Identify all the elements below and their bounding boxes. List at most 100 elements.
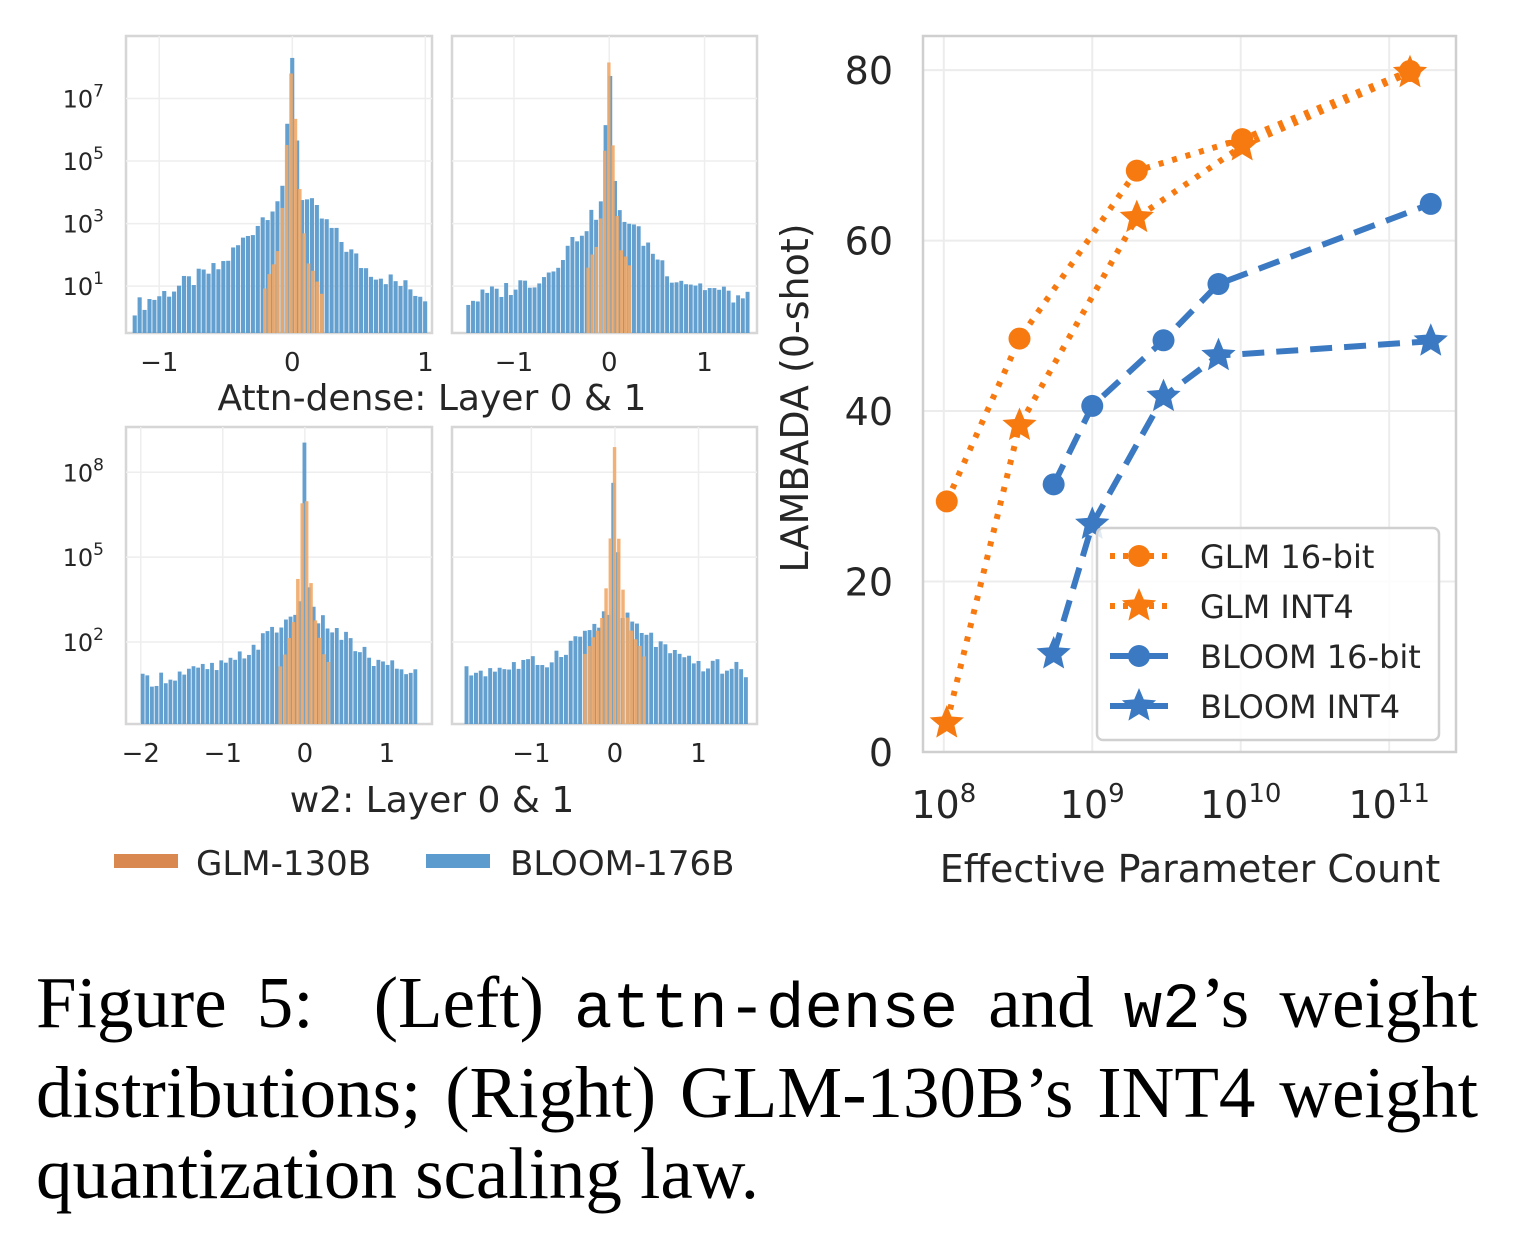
bar-bloom (359, 268, 364, 333)
bar-bloom (210, 662, 214, 724)
bar-glm (629, 630, 634, 724)
bar-bloom (297, 601, 302, 724)
bar-bloom (650, 253, 655, 333)
data-point-star (1392, 54, 1428, 88)
bar-bloom (398, 286, 403, 333)
bar-bloom (712, 288, 717, 333)
x-tick-label: −1 (512, 739, 550, 769)
bar-bloom (368, 276, 374, 333)
bar-bloom (696, 661, 701, 724)
y-tick-label: 107 (63, 82, 104, 114)
bar-bloom (413, 295, 418, 333)
bar-bloom (383, 284, 388, 333)
series-glm-int4 (929, 54, 1428, 738)
data-point-circle (1008, 327, 1031, 350)
bar-bloom (570, 236, 575, 333)
bar-bloom (159, 672, 164, 724)
bar-bloom (348, 638, 353, 724)
bar-glm (590, 254, 594, 333)
x-tick-label: −2 (122, 739, 160, 769)
bar-bloom (523, 280, 528, 333)
bar-bloom (314, 205, 319, 333)
bar-bloom (497, 667, 502, 724)
bar-bloom (644, 634, 649, 724)
bar-bloom (330, 632, 335, 724)
data-point-star (1225, 128, 1260, 161)
bar-bloom (606, 614, 611, 724)
bar-bloom (646, 242, 651, 333)
x-tick-label: 0 (607, 739, 624, 769)
bar-bloom (601, 611, 606, 724)
bar-bloom (186, 668, 191, 724)
bar-bloom (542, 277, 546, 333)
bar-bloom (532, 287, 537, 333)
y-tick-labels: 0 20 40 60 80 (845, 49, 893, 775)
y-tick-label: 108 (63, 455, 104, 487)
chart-legend: GLM 16-bit GLM INT4 BLOOM 16-bit BLOOM INT4 (1095, 526, 1441, 742)
bar-bloom (559, 657, 564, 724)
bar-bloom (413, 669, 418, 724)
figure-caption: Figure 5: (Left) attn-dense and w2’s wei… (36, 962, 1478, 1214)
plot-frame (921, 34, 1458, 754)
bar-bloom (385, 664, 390, 724)
bar-bloom (376, 659, 381, 724)
legend-label: BLOOM 16-bit (1200, 638, 1421, 676)
bar-bloom (474, 672, 478, 724)
bar-glm (280, 207, 285, 333)
legend-entry: GLM 16-bit (1110, 538, 1374, 576)
bar-bloom (707, 288, 712, 333)
legend-marker-star (1121, 688, 1157, 721)
x-tick-label: 0 (284, 348, 301, 378)
x-tick-label: 0 (601, 348, 618, 378)
bar-glm (322, 654, 326, 724)
bar-glm (267, 274, 271, 333)
bar-bloom (653, 646, 658, 724)
bar-bloom (339, 639, 344, 724)
bar-bloom (715, 659, 720, 724)
bar-bloom (408, 672, 413, 724)
series-bloom-16-bit (1042, 192, 1442, 496)
bar-bloom (568, 640, 573, 724)
legend-entry: BLOOM INT4 (1110, 688, 1400, 726)
bar-bloom (191, 666, 196, 724)
y-tick-label: 103 (63, 207, 104, 239)
bar-glm (604, 588, 608, 724)
bar-bloom (560, 260, 565, 333)
legend-label-glm: GLM-130B (196, 844, 371, 884)
bar-bloom (665, 276, 670, 333)
bar-bloom (471, 300, 475, 333)
bar-bloom (404, 674, 409, 724)
bar-bloom (211, 263, 216, 333)
bar-bloom (669, 282, 674, 333)
bar-bloom (163, 683, 168, 724)
bar-bloom (237, 651, 242, 724)
legend-marker-star (1121, 588, 1157, 621)
bar-bloom (499, 296, 504, 333)
bar-bloom (720, 673, 725, 724)
y-tick-label: 40 (845, 390, 893, 434)
bar-bloom (319, 218, 324, 333)
bar-bloom (200, 663, 205, 724)
bar-glm (296, 578, 300, 724)
bar-glm (326, 661, 331, 724)
bar-bloom (636, 226, 641, 333)
bar-glm (300, 503, 305, 724)
bar-bloom (551, 271, 556, 333)
bar-bloom (381, 661, 385, 724)
data-point-circle (1419, 192, 1442, 215)
y-tick-label: 102 (63, 625, 104, 657)
bar-bloom (167, 296, 172, 333)
bar-bloom (641, 245, 646, 333)
bar-bloom (270, 626, 274, 724)
bar-bloom (745, 291, 750, 333)
bar-bloom (631, 224, 636, 333)
bar-glm (278, 666, 283, 724)
bar-glm (319, 293, 324, 333)
y-tick-label: 0 (869, 731, 893, 775)
x-tick-label: −1 (140, 348, 178, 378)
bar-bloom (214, 670, 219, 724)
bar-bloom (145, 675, 150, 724)
bar-bloom (206, 273, 211, 333)
legend-entry: GLM INT4 (1110, 588, 1354, 626)
bar-bloom (362, 646, 367, 724)
